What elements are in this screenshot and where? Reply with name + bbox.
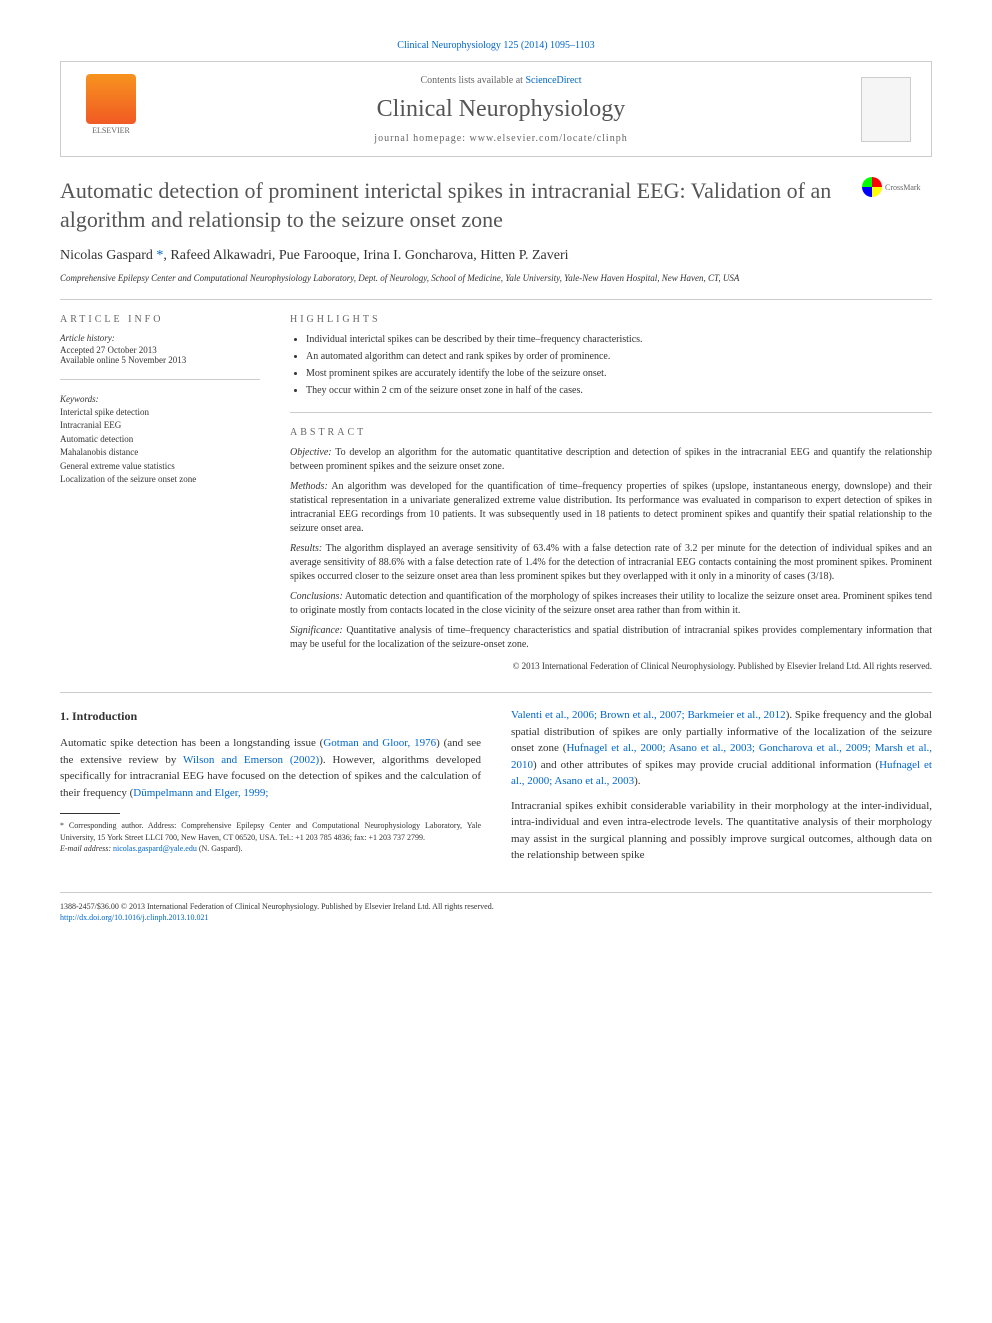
elsevier-tree-icon: [86, 74, 136, 124]
divider: [60, 299, 932, 300]
keyword: Mahalanobis distance: [60, 446, 260, 460]
crossmark-icon: [862, 177, 882, 197]
intro-heading: 1. Introduction: [60, 707, 481, 725]
email-suffix: (N. Gaspard).: [197, 844, 243, 853]
article-info-head: ARTICLE INFO: [60, 314, 260, 325]
methods-label: Methods:: [290, 481, 328, 492]
homepage-line: journal homepage: www.elsevier.com/locat…: [141, 133, 861, 144]
conclusions-text: Automatic detection and quantification o…: [290, 591, 932, 616]
contents-prefix: Contents lists available at: [420, 75, 525, 86]
highlights-head: HIGHLIGHTS: [290, 314, 932, 325]
keyword: Interictal spike detection: [60, 406, 260, 420]
highlight-item: Individual interictal spikes can be desc…: [306, 333, 932, 347]
conclusions-label: Conclusions:: [290, 591, 343, 602]
highlights-list: Individual interictal spikes can be desc…: [290, 333, 932, 398]
contents-line: Contents lists available at ScienceDirec…: [141, 75, 861, 86]
journal-header: ELSEVIER Contents lists available at Sci…: [60, 61, 932, 157]
corresponding-address: * Corresponding author. Address: Compreh…: [60, 820, 481, 842]
keyword: Automatic detection: [60, 433, 260, 447]
homepage-url: www.elsevier.com/locate/clinph: [470, 133, 628, 144]
highlight-item: An automated algorithm can detect and ra…: [306, 350, 932, 364]
crossmark-label: CrossMark: [885, 183, 921, 192]
authors: Nicolas Gaspard *, Rafeed Alkawadri, Pue…: [60, 248, 932, 264]
copyright: © 2013 International Federation of Clini…: [290, 660, 932, 673]
objective-label: Objective:: [290, 447, 332, 458]
elsevier-label: ELSEVIER: [92, 126, 130, 135]
keywords-title: Keywords:: [60, 394, 260, 404]
crossmark-badge[interactable]: CrossMark: [862, 177, 932, 197]
results-text: The algorithm displayed an average sensi…: [290, 543, 932, 582]
history-title: Article history:: [60, 333, 260, 343]
abstract-head: ABSTRACT: [290, 427, 932, 438]
corresponding-footnote: * Corresponding author. Address: Compreh…: [60, 820, 481, 854]
citation-link[interactable]: Wilson and Emerson (2002): [183, 754, 319, 766]
author-name: Nicolas Gaspard: [60, 248, 156, 263]
divider: [60, 379, 260, 380]
accepted-date: Accepted 27 October 2013: [60, 345, 260, 355]
page-footer: 1388-2457/$36.00 © 2013 International Fe…: [60, 892, 932, 923]
journal-cover-icon: [861, 77, 911, 142]
methods-text: An algorithm was developed for the quant…: [290, 481, 932, 534]
homepage-prefix: journal homepage:: [374, 133, 469, 144]
intro-paragraph: Automatic spike detection has been a lon…: [60, 735, 481, 801]
significance-text: Quantitative analysis of time–frequency …: [290, 625, 932, 650]
text: ).: [634, 775, 640, 787]
citation-link[interactable]: Valenti et al., 2006; Brown et al., 2007…: [511, 709, 786, 721]
significance-label: Significance:: [290, 625, 343, 636]
objective-text: To develop an algorithm for the automati…: [290, 447, 932, 472]
doi-link[interactable]: http://dx.doi.org/10.1016/j.clinph.2013.…: [60, 913, 209, 922]
highlight-item: Most prominent spikes are accurately ide…: [306, 367, 932, 381]
intro-paragraph-3: Intracranial spikes exhibit considerable…: [511, 798, 932, 864]
affiliation: Comprehensive Epilepsy Center and Comput…: [60, 272, 932, 285]
sciencedirect-link[interactable]: ScienceDirect: [525, 75, 581, 86]
divider: [290, 412, 932, 413]
keyword: Intracranial EEG: [60, 419, 260, 433]
highlight-item: They occur within 2 cm of the seizure on…: [306, 384, 932, 398]
online-date: Available online 5 November 2013: [60, 355, 260, 365]
elsevier-logo: ELSEVIER: [81, 74, 141, 144]
journal-reference: Clinical Neurophysiology 125 (2014) 1095…: [60, 40, 932, 51]
footnote-divider: [60, 813, 120, 814]
abstract: Objective: To develop an algorithm for t…: [290, 446, 932, 673]
results-label: Results:: [290, 543, 322, 554]
divider: [60, 692, 932, 693]
email-label: E-mail address:: [60, 844, 113, 853]
text: ) and other attributes of spikes may pro…: [533, 759, 879, 771]
keyword: General extreme value statistics: [60, 460, 260, 474]
keyword: Localization of the seizure onset zone: [60, 473, 260, 487]
citation-link[interactable]: Dümpelmann and Elger, 1999;: [133, 787, 268, 799]
email-link[interactable]: nicolas.gaspard@yale.edu: [113, 844, 197, 853]
author-list: , Rafeed Alkawadri, Pue Farooque, Irina …: [163, 248, 568, 263]
keywords-list: Interictal spike detection Intracranial …: [60, 406, 260, 487]
text: Automatic spike detection has been a lon…: [60, 737, 323, 749]
intro-paragraph-cont: Valenti et al., 2006; Brown et al., 2007…: [511, 707, 932, 790]
footer-copyright: 1388-2457/$36.00 © 2013 International Fe…: [60, 901, 932, 912]
article-title: Automatic detection of prominent interic…: [60, 177, 932, 234]
citation-link[interactable]: Gotman and Gloor, 1976: [323, 737, 436, 749]
journal-name: Clinical Neurophysiology: [141, 96, 861, 123]
